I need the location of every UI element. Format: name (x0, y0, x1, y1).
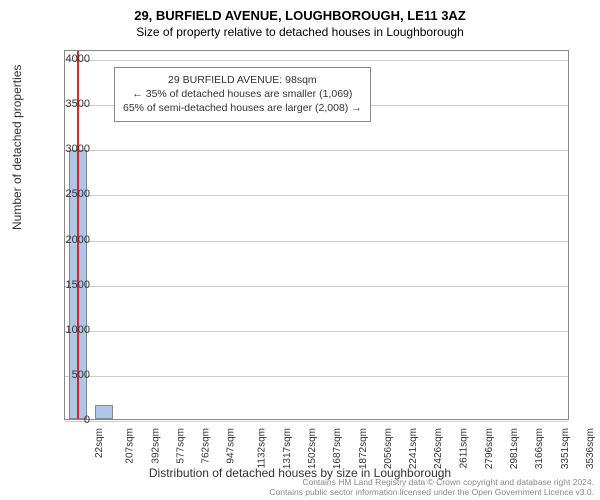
histogram-bar (95, 405, 113, 419)
annotation-box: 29 BURFIELD AVENUE: 98sqm ← 35% of detac… (114, 67, 371, 122)
xtick-label: 2981sqm (509, 428, 520, 469)
xtick-label: 2611sqm (458, 428, 469, 468)
xtick-label: 2241sqm (408, 428, 419, 469)
annotation-line1: 29 BURFIELD AVENUE: 98sqm (123, 73, 362, 87)
xtick-label: 1687sqm (332, 428, 343, 469)
annotation-line2: ← 35% of detached houses are smaller (1,… (123, 87, 362, 101)
ytick-label: 0 (50, 414, 90, 426)
ytick-label: 3500 (50, 98, 90, 110)
ytick-label: 2000 (50, 234, 90, 246)
xtick-label: 1872sqm (358, 428, 369, 469)
xtick-label: 22sqm (94, 428, 105, 458)
xtick-label: 2056sqm (383, 428, 394, 469)
gridline-h (65, 241, 568, 242)
xtick-label: 1132sqm (256, 428, 267, 468)
gridline-h (65, 286, 568, 287)
chart-container: 29, BURFIELD AVENUE, LOUGHBOROUGH, LE11 … (0, 0, 600, 500)
xtick-label: 3351sqm (560, 428, 571, 469)
chart-title: 29, BURFIELD AVENUE, LOUGHBOROUGH, LE11 … (0, 0, 600, 23)
xtick-label: 762sqm (201, 428, 212, 464)
ytick-label: 500 (50, 369, 90, 381)
footer-line2: Contains public sector information licen… (269, 487, 594, 498)
xtick-label: 577sqm (175, 428, 186, 464)
ytick-label: 4000 (50, 53, 90, 65)
gridline-h (65, 331, 568, 332)
gridline-h (65, 421, 568, 422)
chart-region: 29 BURFIELD AVENUE: 98sqm ← 35% of detac… (64, 50, 569, 420)
gridline-h (65, 60, 568, 61)
footer-line1: Contains HM Land Registry data © Crown c… (269, 477, 594, 488)
ytick-label: 2500 (50, 188, 90, 200)
xtick-label: 3536sqm (585, 428, 596, 469)
xtick-label: 392sqm (150, 428, 161, 464)
ytick-label: 3000 (50, 143, 90, 155)
gridline-h (65, 150, 568, 151)
xtick-label: 207sqm (125, 428, 136, 464)
gridline-h (65, 376, 568, 377)
ytick-label: 1000 (50, 324, 90, 336)
annotation-line3: 65% of semi-detached houses are larger (… (123, 101, 362, 115)
chart-subtitle: Size of property relative to detached ho… (0, 23, 600, 45)
footer: Contains HM Land Registry data © Crown c… (269, 477, 594, 498)
xtick-label: 1317sqm (282, 428, 293, 469)
xtick-label: 947sqm (226, 428, 237, 464)
xtick-label: 3166sqm (534, 428, 545, 469)
ytick-label: 1500 (50, 279, 90, 291)
y-axis-label: Number of detached properties (10, 65, 24, 230)
xtick-label: 2796sqm (484, 428, 495, 469)
xtick-label: 2426sqm (433, 428, 444, 469)
xtick-label: 1502sqm (307, 428, 318, 469)
gridline-h (65, 195, 568, 196)
